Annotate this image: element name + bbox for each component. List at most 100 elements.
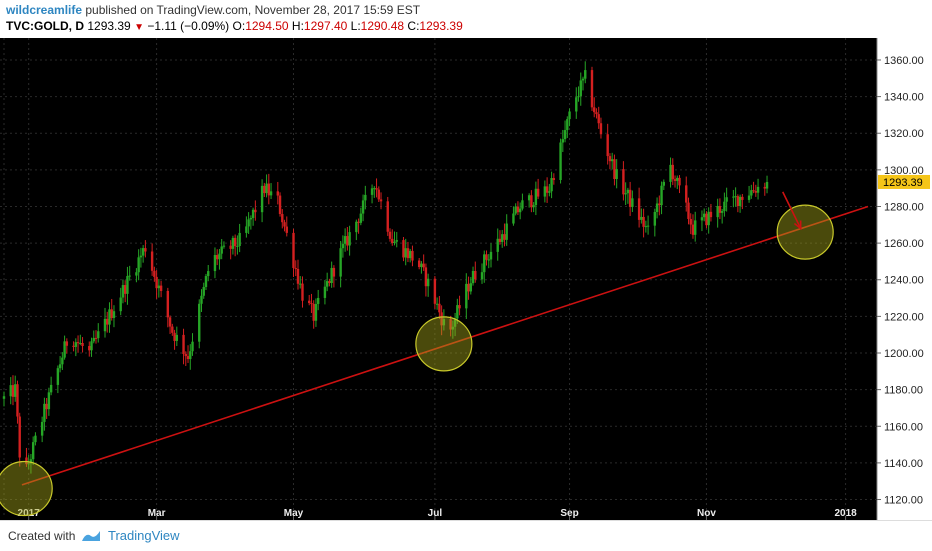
candle-body xyxy=(296,268,300,284)
candle-body xyxy=(512,213,515,224)
highlight-circle[interactable] xyxy=(0,460,53,517)
candle-body xyxy=(108,309,111,325)
candle-body xyxy=(469,283,472,292)
footer: Created with TradingView xyxy=(0,520,932,551)
candle-body xyxy=(716,205,719,218)
candle-body xyxy=(341,243,345,249)
candle-body xyxy=(438,303,441,313)
price-axis[interactable] xyxy=(877,38,932,520)
candle-body xyxy=(718,205,722,213)
candle-body xyxy=(2,396,6,399)
candle-body xyxy=(700,217,704,221)
candle-body xyxy=(514,206,517,214)
candle-body xyxy=(222,245,226,247)
candle-body xyxy=(299,283,302,285)
candle-body xyxy=(489,251,493,260)
candle-body xyxy=(655,203,659,213)
candle-body xyxy=(501,234,504,242)
candle-body xyxy=(559,142,562,181)
low-label: L: xyxy=(350,19,361,33)
candle-body xyxy=(168,317,172,327)
down-triangle-icon: ▼ xyxy=(134,22,144,33)
candle-body xyxy=(622,169,625,195)
candle-body xyxy=(377,189,380,200)
candle-body xyxy=(328,281,331,284)
candle-body xyxy=(548,191,551,193)
candle-body xyxy=(404,248,407,258)
candle-body xyxy=(451,326,455,330)
candle-body xyxy=(480,272,484,280)
candle-body xyxy=(518,208,522,213)
candle-body xyxy=(31,442,35,460)
author-link[interactable]: wildcreamlife xyxy=(6,3,83,17)
candle-body xyxy=(88,346,91,351)
candle-body xyxy=(9,385,12,397)
candle-body xyxy=(453,318,457,327)
candle-body xyxy=(678,177,681,186)
tradingview-brand[interactable]: TradingView xyxy=(108,528,180,543)
candle-body xyxy=(238,232,241,246)
plot-area[interactable] xyxy=(0,38,877,520)
candle-body xyxy=(103,318,107,332)
candle-body xyxy=(346,236,349,246)
candle-body xyxy=(734,196,737,198)
open-value: 1294.50 xyxy=(245,19,289,33)
candle-body xyxy=(505,223,508,240)
close-label: C: xyxy=(407,19,420,33)
candle-body xyxy=(642,216,645,227)
highlight-circle[interactable] xyxy=(415,316,473,372)
candle-body xyxy=(689,218,692,225)
candle-body xyxy=(137,257,140,273)
candle-body xyxy=(276,191,279,196)
candle-body xyxy=(357,221,360,223)
candle-body xyxy=(119,297,122,312)
candle-body xyxy=(705,213,708,226)
candle-body xyxy=(186,356,190,360)
candle-body xyxy=(673,179,677,181)
price-chart[interactable]: 1120.00 1140.00 1160.00 1180.00 1200.00 1220.… xyxy=(0,38,932,520)
candle-body xyxy=(606,134,609,157)
candle-body xyxy=(343,236,347,244)
candle-body xyxy=(487,259,490,261)
candle-body xyxy=(236,245,239,247)
x-tick-label: 2018 xyxy=(834,508,857,519)
candle-body xyxy=(440,312,443,326)
candle-body xyxy=(527,195,531,201)
highlight-circle[interactable] xyxy=(776,204,834,260)
candle-body xyxy=(339,248,342,277)
candle-body xyxy=(182,334,185,354)
candle-body xyxy=(359,213,363,223)
candle-body xyxy=(707,211,710,226)
candle-body xyxy=(577,96,580,98)
candle-body xyxy=(204,276,208,287)
candle-body xyxy=(373,188,376,190)
candle-body xyxy=(411,250,414,261)
candle-body xyxy=(685,185,688,203)
candle-body xyxy=(610,159,614,162)
candle-body xyxy=(229,245,232,249)
candle-body xyxy=(662,181,665,186)
candle-body xyxy=(579,80,582,97)
candle-body xyxy=(18,416,21,458)
y-tick-label: 1200.00 xyxy=(884,348,924,360)
candle-body xyxy=(458,305,461,309)
trendline[interactable] xyxy=(21,205,869,486)
candle-body xyxy=(691,224,695,235)
candle-body xyxy=(200,295,203,304)
candle-body xyxy=(671,164,674,180)
candle-body xyxy=(370,188,374,195)
candle-body xyxy=(63,341,66,358)
down-arrow-line[interactable] xyxy=(782,191,802,229)
symbol-label[interactable]: TVC:GOLD, D xyxy=(6,19,84,33)
y-tick-label: 1300.00 xyxy=(884,165,924,177)
candle-body xyxy=(14,384,17,397)
published-text: published on TradingView.com, November 2… xyxy=(85,3,421,17)
candle-body xyxy=(325,281,329,287)
candle-body xyxy=(534,188,538,206)
candle-body xyxy=(184,353,187,357)
candle-body xyxy=(159,285,163,291)
candle-body xyxy=(355,221,358,233)
candle-body xyxy=(247,219,250,227)
candle-body xyxy=(687,202,690,219)
candle-body xyxy=(92,337,95,342)
